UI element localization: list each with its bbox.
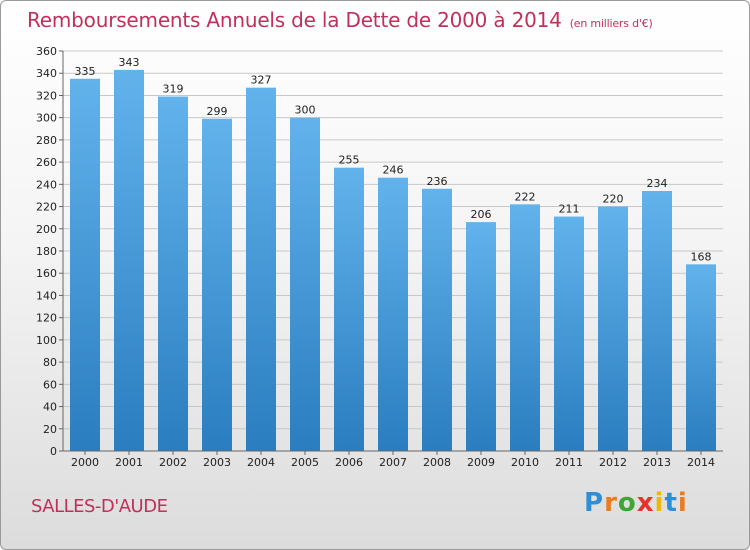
logo-letter: o — [617, 488, 637, 518]
x-tick-label: 2006 — [335, 456, 363, 469]
y-tick-label: 20 — [43, 423, 57, 436]
y-tick-label: 200 — [36, 223, 57, 236]
logo-letter: t — [664, 488, 678, 518]
y-axis: 0 20 40 60 80 100 120 140 160 180 200 220 240 260 280 3… — [36, 45, 64, 458]
logo-letter: r — [604, 488, 618, 518]
y-tick-label: 320 — [36, 89, 57, 102]
x-axis: 2000 2001 2002 2003 2004 2005 2006 2007 2008 2009… — [63, 450, 723, 469]
y-tick-label: 280 — [36, 134, 57, 147]
logo-letter: x — [636, 488, 655, 518]
bar-value-label: 255 — [339, 154, 360, 167]
x-tick-label: 2011 — [555, 456, 583, 469]
x-tick-label: 2002 — [159, 456, 187, 469]
bar-value-label: 319 — [163, 83, 184, 96]
logo-letter: i — [654, 488, 665, 518]
x-tick-label: 2010 — [511, 456, 539, 469]
y-tick-label: 140 — [36, 289, 57, 302]
x-tick-label: 2001 — [115, 456, 143, 469]
unit-label: (en milliers d'€) — [569, 17, 653, 30]
logo-letter: i — [677, 488, 688, 518]
x-tick-label: 2007 — [379, 456, 407, 469]
x-tick-label: 2000 — [71, 456, 99, 469]
x-tick-label: 2013 — [643, 456, 671, 469]
bar-value-label: 220 — [603, 193, 624, 206]
bar-value-label: 211 — [559, 203, 580, 216]
x-tick-label: 2014 — [687, 456, 715, 469]
y-tick-label: 220 — [36, 201, 57, 214]
y-tick-label: 100 — [36, 334, 57, 347]
bar-value-label: 327 — [251, 74, 272, 87]
bar[interactable] — [334, 167, 364, 451]
x-tick-label: 2005 — [291, 456, 319, 469]
bar[interactable] — [114, 69, 144, 451]
chart-title: Remboursements Annuels de la Dette de 20… — [27, 8, 653, 32]
bar[interactable] — [510, 204, 540, 451]
y-tick-label: 80 — [43, 356, 57, 369]
bar[interactable] — [554, 216, 584, 451]
y-tick-label: 0 — [50, 445, 57, 458]
bar[interactable] — [246, 87, 276, 452]
proxiti-logo[interactable]: Proxiti — [584, 488, 688, 518]
bar-value-label: 299 — [207, 105, 228, 118]
x-tick-label: 2004 — [247, 456, 275, 469]
bar-series: 335 343 319 299 327 300 255 246 236 206 222 211 220 2… — [70, 56, 716, 452]
y-tick-label: 360 — [36, 45, 57, 58]
x-tick-label: 2008 — [423, 456, 451, 469]
bar-value-label: 222 — [515, 190, 536, 203]
bar[interactable] — [378, 177, 408, 451]
bar-value-label: 335 — [75, 65, 96, 78]
x-tick-label: 2012 — [599, 456, 627, 469]
y-tick-label: 240 — [36, 178, 57, 191]
bar-value-label: 206 — [471, 208, 492, 221]
bar-value-label: 168 — [691, 250, 712, 263]
y-tick-label: 260 — [36, 156, 57, 169]
x-tick-label: 2009 — [467, 456, 495, 469]
y-tick-label: 180 — [36, 245, 57, 258]
y-tick-label: 40 — [43, 401, 57, 414]
bar[interactable] — [290, 117, 320, 452]
bar[interactable] — [202, 118, 232, 452]
bar-value-label: 343 — [119, 56, 140, 69]
bar[interactable] — [466, 222, 496, 451]
bar[interactable] — [158, 96, 188, 452]
y-tick-label: 160 — [36, 267, 57, 280]
y-tick-label: 340 — [36, 67, 57, 80]
y-tick-label: 60 — [43, 378, 57, 391]
logo-letter: P — [584, 488, 605, 518]
y-tick-label: 300 — [36, 112, 57, 125]
bar[interactable] — [598, 206, 628, 451]
commune-name: SALLES-D'AUDE — [31, 496, 168, 517]
y-tick-label: 120 — [36, 312, 57, 325]
bar[interactable] — [70, 78, 100, 452]
title-text: Remboursements Annuels de la Dette de 20… — [27, 8, 562, 32]
bar[interactable] — [686, 264, 716, 451]
bar[interactable] — [642, 191, 672, 451]
bar-value-label: 234 — [647, 177, 668, 190]
x-tick-label: 2003 — [203, 456, 231, 469]
bar-value-label: 236 — [427, 175, 448, 188]
bar-value-label: 300 — [295, 104, 316, 117]
bar[interactable] — [422, 188, 452, 451]
bar-value-label: 246 — [383, 164, 404, 177]
